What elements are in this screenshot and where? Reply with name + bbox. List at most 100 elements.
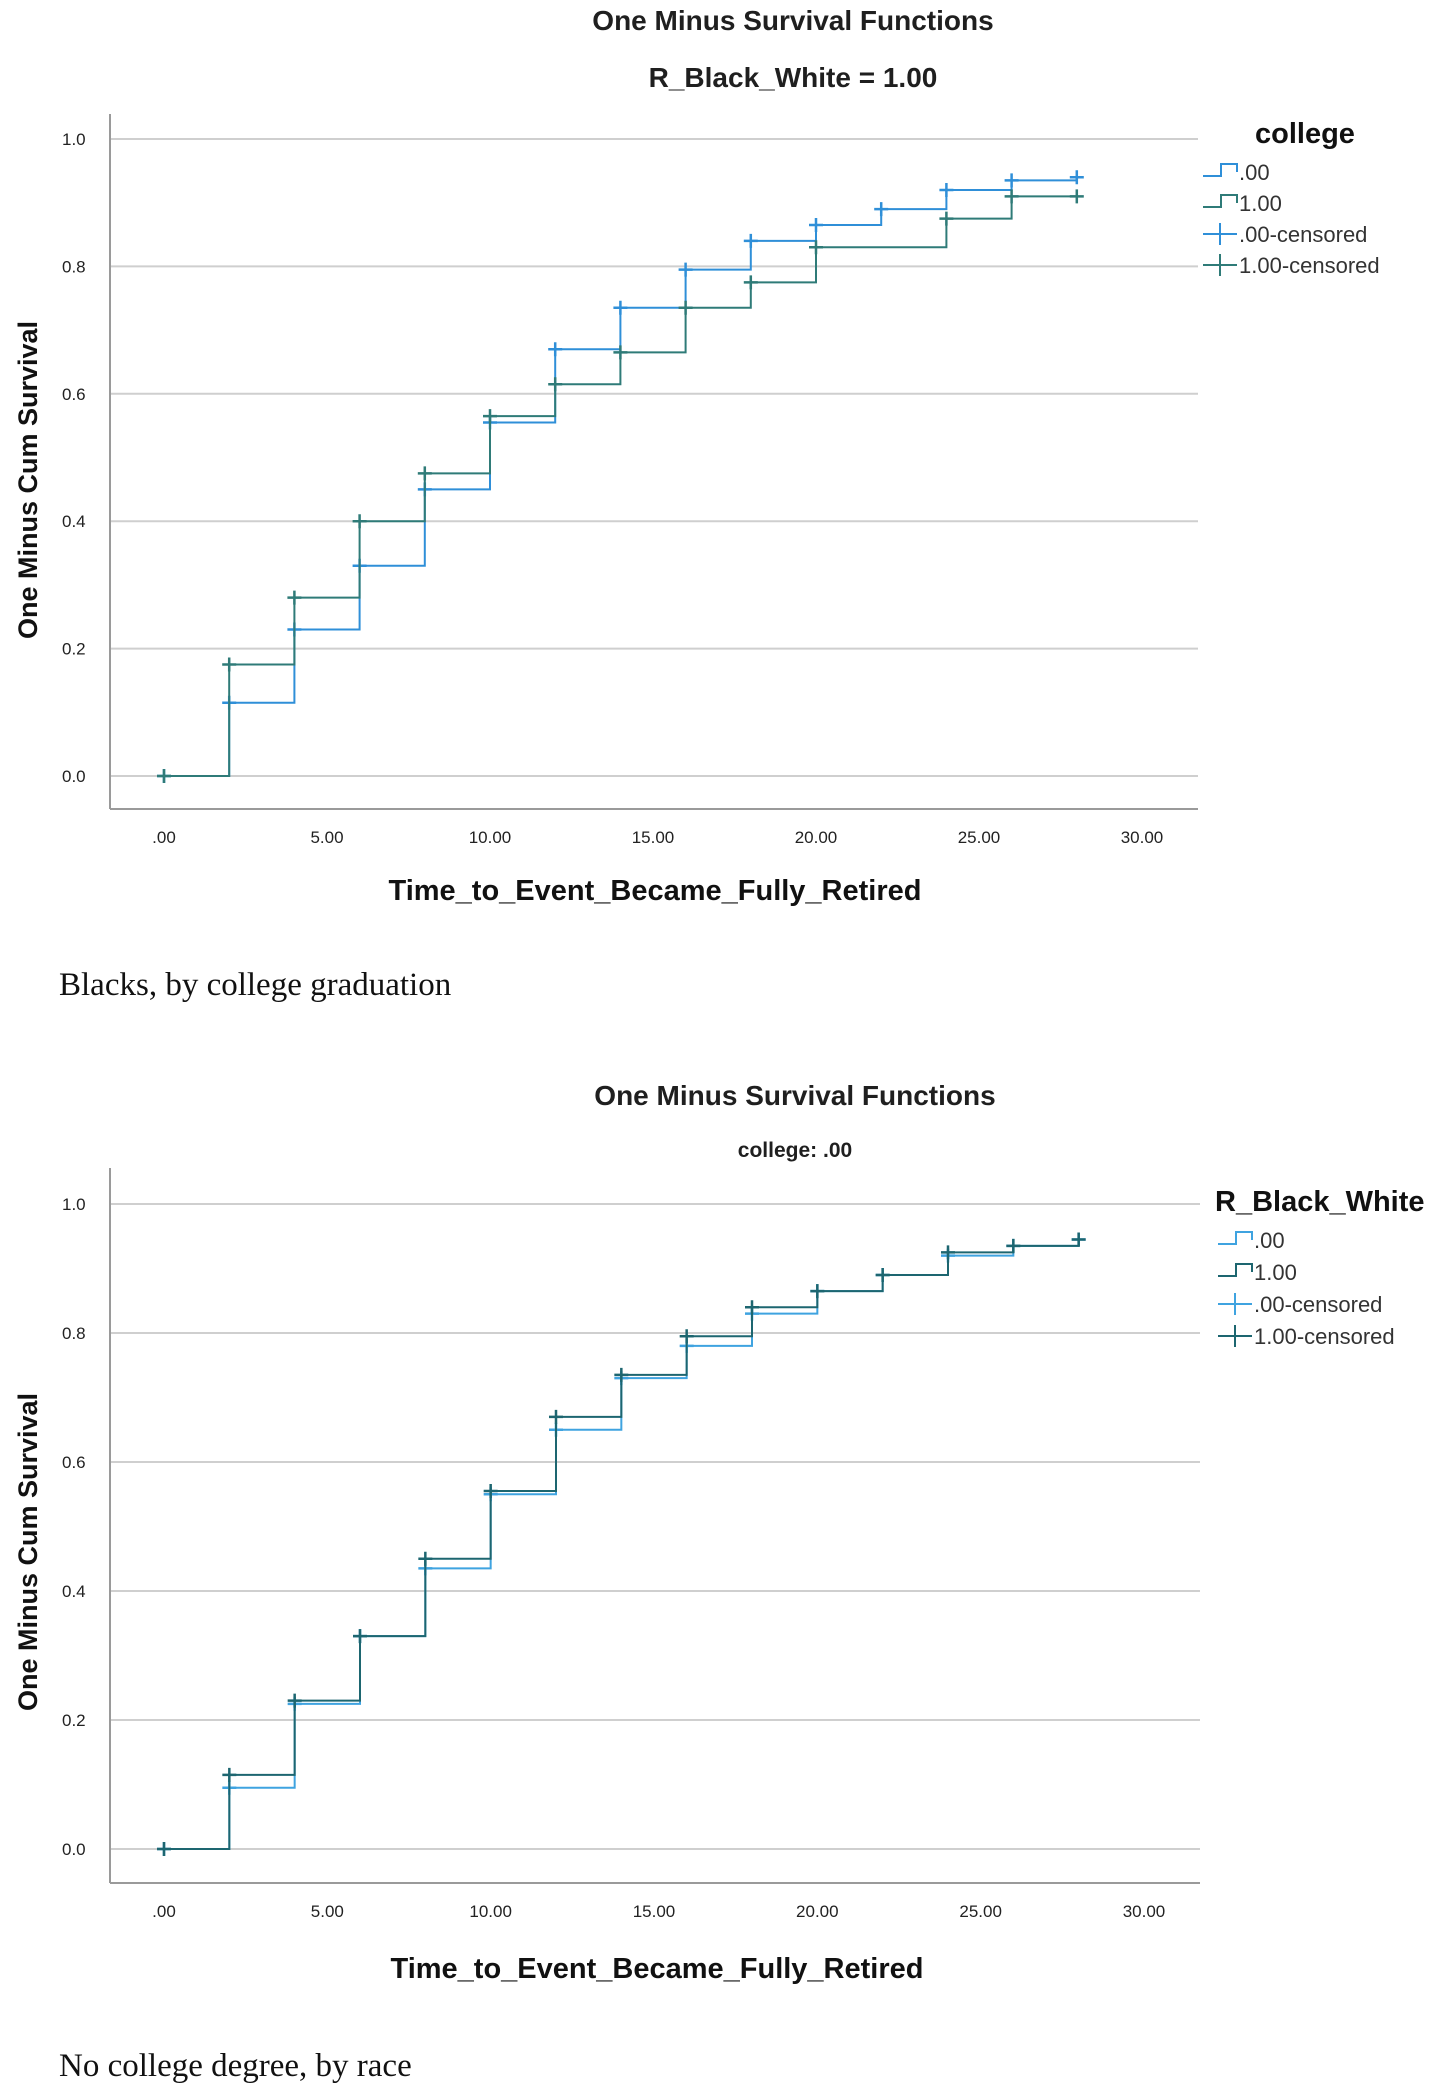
censored-mark [809,217,823,232]
censored-mark [287,590,302,605]
censored-mark [810,1284,825,1299]
series-line [164,195,1077,777]
legend-censor-swatch [1218,1293,1252,1315]
legend-entry-label: .00 [1239,160,1270,185]
censored-mark [875,1267,890,1282]
series-line [164,1239,1080,1850]
y-tick-label: 0.0 [62,767,86,786]
y-tick-label: 0.8 [62,1324,86,1343]
chart-college: One Minus Survival Functions R_Black_Whi… [13,5,1380,907]
legend-entry-label: .00-censored [1239,222,1367,247]
plot-series [157,1232,1086,1856]
censored-mark [743,275,758,290]
y-tick-label: 1.0 [62,130,86,149]
legend-entry-label: 1.00 [1254,1260,1297,1285]
chart-subtitle: college: .00 [738,1139,852,1162]
x-tick-label: .00 [152,1902,176,1921]
censored-mark [483,1484,498,1499]
censored-mark [157,769,171,783]
legend-entry-label: 1.00 [1239,191,1282,216]
censored-mark [1069,189,1084,204]
censored-mark [222,1767,237,1782]
censored-mark [157,1842,171,1856]
censored-mark [613,345,628,360]
censored-mark [939,211,954,226]
censored-mark [1071,1232,1086,1247]
censored-mark [1004,189,1019,204]
y-tick-label: 0.4 [62,512,86,531]
censored-mark [418,1551,433,1566]
y-tick-label: 0.2 [62,1711,86,1730]
grid-lines [110,1203,1200,1850]
x-tick-label: 10.00 [469,1902,512,1921]
caption-2: No college degree, by race [59,2048,412,2084]
legend-line-swatch [1203,194,1238,208]
x-tick-label: 15.00 [632,828,675,847]
axis-lines [109,114,1198,810]
x-tick-label: 30.00 [1121,828,1164,847]
censored-mark [548,342,563,357]
y-tick-label: 0.8 [62,257,86,276]
legend-line-swatch [1203,163,1238,177]
x-tick-label: .00 [152,828,176,847]
y-tick-label: 1.0 [62,1195,86,1214]
x-tick-label: 10.00 [469,828,512,847]
legend-entry-label: 1.00-censored [1239,253,1380,278]
x-axis-label: Time_to_Event_Became_Fully_Retired [389,875,922,907]
censored-mark [679,1329,694,1344]
chart-title: One Minus Survival Functions [592,5,993,36]
y-tick-labels: 0.0 0.2 0.4 0.6 0.8 1.0 [62,1195,86,1859]
censored-mark [809,240,823,255]
plot-series [157,170,1084,783]
x-tick-label: 30.00 [1123,1902,1166,1921]
y-tick-label: 0.6 [62,385,86,404]
legend-censor-swatch [1218,1325,1252,1347]
censored-mark [222,657,237,672]
legend-entry-label: .00-censored [1254,1292,1382,1317]
legend-entry-label: .00 [1254,1228,1285,1253]
censored-mark [941,1245,955,1260]
x-tick-label: 25.00 [958,828,1001,847]
censored-mark [483,409,497,424]
legend-line-swatch [1218,1263,1253,1277]
censored-mark [548,377,563,392]
x-tick-label: 15.00 [633,1902,676,1921]
y-tick-label: 0.6 [62,1453,86,1472]
x-tick-labels: .00 5.00 10.00 15.00 20.00 25.00 30.00 [152,1902,1165,1921]
caption-1: Blacks, by college graduation [59,967,451,1003]
y-axis-label: One Minus Cum Survival [13,321,43,639]
x-tick-label: 20.00 [795,828,838,847]
censored-mark [352,514,367,529]
censored-mark [874,202,889,217]
legend-censor-swatch [1203,223,1237,245]
x-tick-label: 20.00 [796,1902,839,1921]
censored-mark [678,300,693,315]
legend-entry-label: 1.00-censored [1254,1324,1395,1349]
x-tick-label: 5.00 [310,828,343,847]
censored-mark [613,300,628,315]
legend-censor-swatch [1203,254,1237,276]
censored-mark [549,1409,563,1424]
censored-mark [745,1300,759,1315]
x-tick-label: 25.00 [959,1902,1002,1921]
x-axis-label: Time_to_Event_Became_Fully_Retired [391,1953,924,1985]
chart-race: One Minus Survival Functions college: .0… [13,1080,1425,1985]
legend: college .00 1.00 .00-censored 1.00-censored [1203,118,1380,278]
censored-mark [743,233,758,248]
y-tick-label: 0.2 [62,640,86,659]
y-tick-label: 0.0 [62,1840,86,1859]
censored-mark [1006,1238,1021,1253]
y-axis-label: One Minus Cum Survival [13,1393,43,1711]
axis-lines [109,1168,1200,1884]
chart-title: One Minus Survival Functions [594,1080,995,1111]
series-line [164,1239,1080,1850]
y-tick-label: 0.4 [62,1582,86,1601]
grid-lines [110,138,1198,777]
legend-line-swatch [1218,1231,1253,1245]
legend: R_Black_White .00 1.00 .00-censored 1.00-ce… [1215,1186,1425,1349]
censored-mark [417,466,432,481]
censored-mark [353,1629,367,1644]
x-tick-label: 5.00 [311,1902,344,1921]
legend-title: college [1255,118,1355,150]
